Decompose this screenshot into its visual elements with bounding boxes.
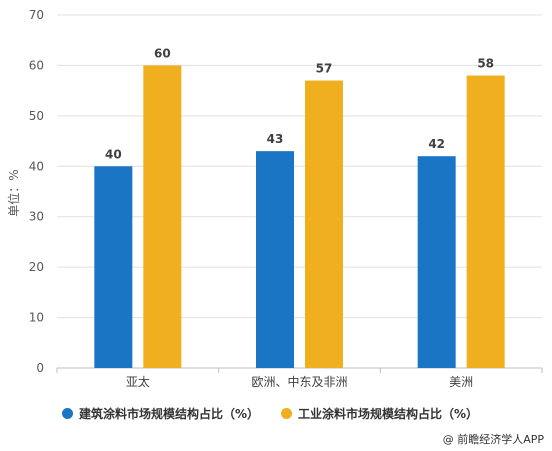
bars: 40 60 43 57 42 58: [94, 46, 505, 369]
y-tick-label: 50: [29, 109, 44, 123]
bar: [256, 151, 294, 368]
gridlines: [57, 14, 542, 369]
y-axis: 0 10 20 30 40 50 60 70: [29, 8, 44, 375]
legend-label: 建筑涂料市场规模结构占比（%）: [79, 407, 260, 421]
legend-swatch: [281, 408, 293, 419]
bar: [94, 166, 133, 368]
legend-swatch: [62, 408, 73, 419]
x-tick-label: 欧洲、中东及非洲: [251, 374, 347, 389]
data-label: 57: [316, 62, 333, 76]
legend-item-series-1: 建筑涂料市场规模结构占比（%）: [62, 405, 259, 422]
legend-item-series-2: 工业涂料市场规模结构占比（%）: [281, 405, 478, 422]
x-tick-label: 美洲: [449, 375, 473, 389]
data-label: 43: [267, 132, 284, 146]
data-label: 40: [105, 147, 122, 161]
bar: [466, 75, 505, 368]
y-tick-label: 0: [36, 361, 44, 375]
y-tick-label: 20: [29, 260, 44, 274]
y-tick-label: 40: [29, 159, 44, 173]
y-tick-label: 30: [29, 210, 44, 224]
legend-label: 工业涂料市场规模结构占比（%）: [298, 407, 479, 421]
y-axis-label: 单位：%: [6, 169, 21, 216]
y-tick-label: 60: [29, 58, 44, 72]
data-label: 42: [428, 137, 445, 151]
bar: [143, 65, 182, 368]
data-label: 60: [154, 46, 171, 60]
data-label: 58: [477, 57, 494, 71]
x-axis: 亚太 欧洲、中东及非洲 美洲: [56, 368, 543, 389]
source-credit: @ 前瞻经济学人APP: [442, 433, 544, 446]
y-tick-label: 10: [29, 311, 44, 325]
x-tick-label: 亚太: [126, 374, 150, 389]
legend: 建筑涂料市场规模结构占比（%） 工业涂料市场规模结构占比（%）: [62, 405, 500, 422]
bar: [305, 80, 343, 369]
bar: [417, 156, 456, 368]
y-tick-label: 70: [29, 8, 44, 22]
